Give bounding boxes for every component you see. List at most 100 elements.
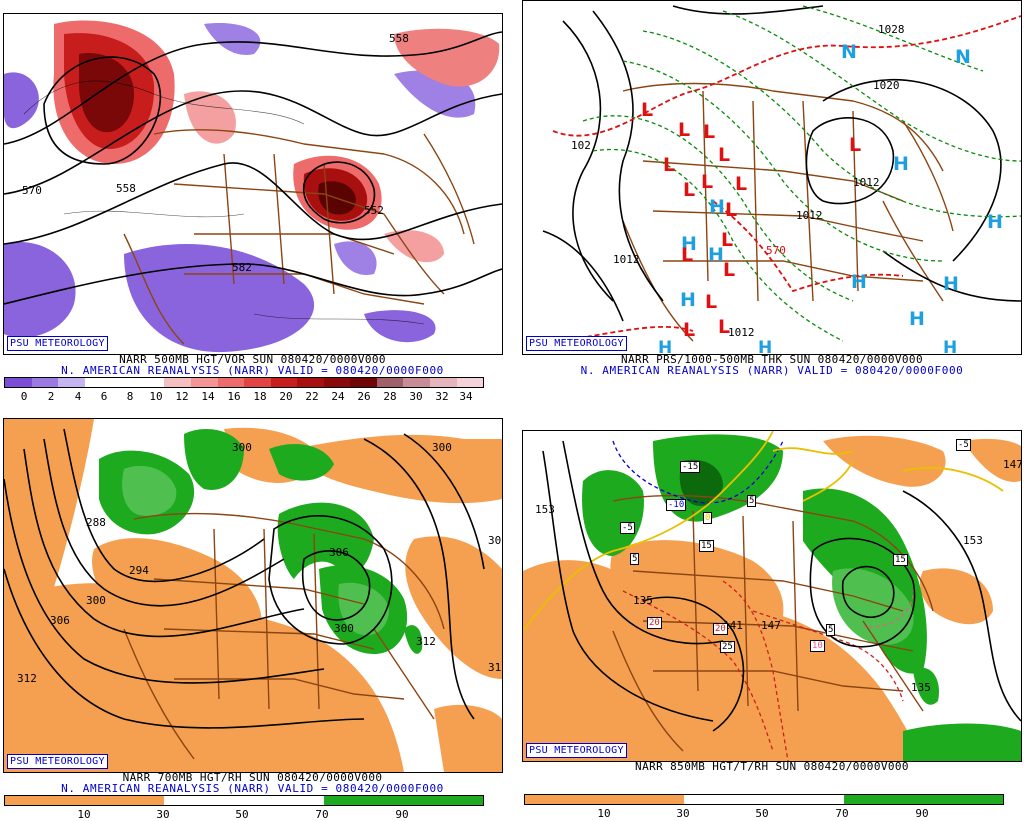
thickness-label: 570 bbox=[766, 244, 786, 257]
contour-label: 558 bbox=[389, 32, 409, 45]
temp-label: 0 bbox=[703, 512, 713, 524]
rh-700mb-graphic bbox=[4, 419, 502, 772]
n-marker: N bbox=[841, 41, 857, 63]
map-700mb: 300 300 288 294 300 306 306 300 312 312 … bbox=[3, 418, 503, 773]
temp-label: -5 bbox=[956, 439, 971, 451]
contour-label: 558 bbox=[116, 182, 136, 195]
isobar-label: 1028 bbox=[878, 23, 905, 36]
low-pressure-marker: L bbox=[718, 316, 731, 338]
tick-label: 30 bbox=[409, 390, 423, 403]
tick-label: 10 bbox=[149, 390, 163, 403]
caption-valid: N. AMERICAN REANALYSIS (NARR) VALID = 08… bbox=[61, 364, 444, 377]
tick-label: 16 bbox=[227, 390, 241, 403]
tick-label: 6 bbox=[100, 390, 108, 403]
low-pressure-marker: L bbox=[701, 171, 714, 193]
tick-label: 70 bbox=[315, 808, 329, 821]
tick-label: 0 bbox=[20, 390, 28, 403]
tick-label: 26 bbox=[357, 390, 371, 403]
map-500mb: 558 570 558 552 582 PSU METEOROLOGY bbox=[3, 13, 503, 355]
caption-valid: N. AMERICAN REANALYSIS (NARR) VALID = 08… bbox=[61, 782, 444, 795]
contour-label: 300 bbox=[432, 441, 452, 454]
contour-label: 30 bbox=[488, 534, 502, 547]
high-pressure-marker: H bbox=[709, 196, 725, 218]
psu-badge: PSU METEOROLOGY bbox=[526, 336, 627, 351]
contour-label: 306 bbox=[50, 614, 70, 627]
contour-label: 294 bbox=[129, 564, 149, 577]
high-pressure-marker: H bbox=[943, 338, 958, 355]
tick-label: 22 bbox=[305, 390, 319, 403]
temp-label: -5 bbox=[620, 522, 635, 534]
tick-label: 28 bbox=[383, 390, 397, 403]
low-pressure-marker: L bbox=[718, 144, 731, 166]
tick-label: 20 bbox=[279, 390, 293, 403]
colorbar-ticks: 10 30 50 70 90 bbox=[4, 808, 482, 821]
tick-label: 90 bbox=[915, 807, 929, 820]
high-pressure-marker: H bbox=[758, 338, 773, 355]
n-marker: N bbox=[955, 46, 971, 68]
low-pressure-marker: L bbox=[681, 244, 694, 266]
tick-label: 10 bbox=[77, 808, 91, 821]
tick-label: 50 bbox=[235, 808, 249, 821]
low-pressure-marker: L bbox=[663, 154, 676, 176]
contour-label: 300 bbox=[232, 441, 252, 454]
pressure-map-graphic bbox=[523, 1, 1021, 354]
low-pressure-marker: L bbox=[735, 173, 748, 195]
isobar-label: 102 bbox=[571, 139, 591, 152]
contour-label: 300 bbox=[334, 622, 354, 635]
contour-label: 288 bbox=[86, 516, 106, 529]
contour-label: 306 bbox=[329, 546, 349, 559]
tick-label: 70 bbox=[835, 807, 849, 820]
low-pressure-marker: L bbox=[678, 119, 691, 141]
low-pressure-marker: L bbox=[723, 259, 736, 281]
high-pressure-marker: H bbox=[987, 211, 1003, 233]
high-pressure-marker: H bbox=[708, 244, 724, 266]
contour-label: 153 bbox=[963, 534, 983, 547]
high-pressure-marker: H bbox=[909, 308, 925, 330]
tick-label: 90 bbox=[395, 808, 409, 821]
rh-colorbar bbox=[4, 795, 484, 806]
temp-label: 15 bbox=[893, 554, 908, 566]
contour-label: 582 bbox=[232, 261, 252, 274]
temp-rh-850mb-graphic bbox=[523, 431, 1021, 761]
map-850mb: 153 135 147 153 135 141 147 -15 -10 -5 5… bbox=[522, 430, 1022, 762]
tick-label: 10 bbox=[597, 807, 611, 820]
high-pressure-marker: H bbox=[681, 233, 697, 255]
caption-valid: N. AMERICAN REANALYSIS (NARR) VALID = 08… bbox=[580, 364, 964, 377]
low-pressure-marker: L bbox=[683, 319, 696, 341]
contour-label: 135 bbox=[911, 681, 931, 694]
temp-label: 15 bbox=[699, 540, 714, 552]
tick-label: 34 bbox=[459, 390, 473, 403]
isobar-label: 1020 bbox=[873, 79, 900, 92]
low-pressure-marker: L bbox=[703, 121, 716, 143]
caption-title: NARR 700MB HGT/RH SUN 080420/0000V000 bbox=[122, 771, 383, 784]
low-pressure-marker: L bbox=[683, 179, 696, 201]
tick-label: 8 bbox=[126, 390, 134, 403]
colorbar-ticks: 10 30 50 70 90 bbox=[524, 807, 1002, 820]
temp-label: 5 bbox=[747, 495, 757, 507]
psu-badge: PSU METEOROLOGY bbox=[7, 336, 108, 351]
tick-label: 4 bbox=[74, 390, 82, 403]
temp-label: 25 bbox=[720, 641, 735, 653]
contour-label: 141 bbox=[723, 619, 743, 632]
rh-colorbar bbox=[524, 794, 1004, 805]
temp-label: 5 bbox=[630, 553, 640, 565]
panel-850mb-temp-rh: 153 135 147 153 135 141 147 -15 -10 -5 5… bbox=[520, 418, 1024, 820]
map-pressure: 1028 102 1012 1012 1012 570 1020 1012 H … bbox=[522, 0, 1022, 355]
low-pressure-marker: L bbox=[849, 134, 862, 156]
contour-label: 300 bbox=[86, 594, 106, 607]
contour-label: 570 bbox=[22, 184, 42, 197]
tick-label: 30 bbox=[676, 807, 690, 820]
caption-title: NARR 500MB HGT/VOR SUN 080420/0000V000 bbox=[119, 353, 386, 366]
tick-label: 2 bbox=[47, 390, 55, 403]
high-pressure-marker: H bbox=[658, 338, 673, 355]
low-pressure-marker: L bbox=[721, 229, 734, 251]
tick-label: 24 bbox=[331, 390, 345, 403]
temp-label: 5 bbox=[826, 624, 836, 636]
psu-badge: PSU METEOROLOGY bbox=[526, 743, 627, 758]
contour-label: 153 bbox=[535, 503, 555, 516]
caption-title: NARR PRS/1000-500MB THK SUN 080420/0000V… bbox=[621, 353, 923, 366]
contour-label: 312 bbox=[17, 672, 37, 685]
contour-label: 147 bbox=[1003, 458, 1022, 471]
high-pressure-marker: H bbox=[893, 153, 909, 175]
contour-label: 31 bbox=[488, 661, 502, 674]
